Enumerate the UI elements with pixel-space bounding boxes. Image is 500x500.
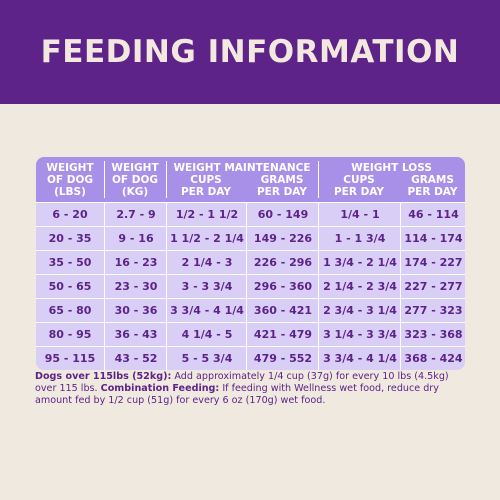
table-cell: 30 - 36 <box>104 299 167 322</box>
table-cell: 3 3/4 - 4 1/4 <box>166 299 247 322</box>
header-cups-line2: PER DAY <box>333 186 385 198</box>
table-cell: 80 - 95 <box>48 328 92 341</box>
table-cell: 35 - 50 <box>48 256 92 269</box>
header-loss-grams: GRAMS PER DAY <box>400 174 465 198</box>
note-over-text: Add approximately 1/4 cup (37g) for ever… <box>35 371 449 394</box>
table-cell: 3 3/4 - 4 1/4 <box>318 347 401 370</box>
table-cell: 149 - 226 <box>246 227 319 250</box>
header-weight-kg-line2: OF DOG <box>111 174 158 186</box>
table-row: 50 - 65 23 - 30 3 - 3 3/4 296 - 360 2 1/4 - … <box>36 274 465 298</box>
table-cell: 50 - 65 <box>48 280 92 293</box>
page-title: FEEDING INFORMATION <box>40 34 460 70</box>
table-cell: 23 - 30 <box>104 275 167 298</box>
table-cell: 226 - 296 <box>246 251 319 274</box>
header-cups-line1: CUPS <box>190 174 222 186</box>
header-loss-cups: CUPS PER DAY <box>318 174 400 198</box>
table-cell: 1 1/2 - 2 1/4 <box>166 227 247 250</box>
table-cell: 296 - 360 <box>246 275 319 298</box>
table-cell: 5 - 5 3/4 <box>166 347 247 370</box>
header-divider <box>166 161 167 198</box>
header-grams-line2: PER DAY <box>407 186 458 198</box>
table-cell: 4 1/4 - 5 <box>166 323 247 346</box>
table-cell: 43 - 52 <box>104 347 167 370</box>
feeding-table: WEIGHT OF DOG (LBS) WEIGHT OF DOG (KG) W… <box>36 157 465 370</box>
note-over-label: Dogs over 115lbs (52kg): <box>35 371 172 382</box>
table-cell: 277 - 323 <box>400 299 466 322</box>
table-cell: 227 - 277 <box>400 275 466 298</box>
table-cell: 174 - 227 <box>400 251 466 274</box>
header-weight-lbs-line2: OF DOG <box>46 174 93 186</box>
table-cell: 1 3/4 - 2 1/4 <box>318 251 401 274</box>
table-row: 20 - 35 9 - 16 1 1/2 - 2 1/4 149 - 226 1 - 1… <box>36 226 465 250</box>
table-cell: 1 - 1 3/4 <box>318 227 401 250</box>
header-divider <box>104 161 105 198</box>
table-cell: 1/4 - 1 <box>318 203 401 226</box>
table-cell: 6 - 20 <box>52 208 88 221</box>
header-loss-group: WEIGHT LOSS <box>351 162 432 174</box>
table-cell: 2 1/4 - 3 <box>166 251 247 274</box>
header-weight-kg: WEIGHT OF DOG (KG) <box>104 162 166 198</box>
table-cell: 2 3/4 - 3 1/4 <box>318 299 401 322</box>
table-cell: 3 1/4 - 3 3/4 <box>318 323 401 346</box>
header-weight-lbs-line1: WEIGHT <box>46 162 94 174</box>
header-grams-line2: PER DAY <box>256 186 308 198</box>
table-cell: 3 - 3 3/4 <box>166 275 247 298</box>
feeding-note: Dogs over 115lbs (52kg): Add approximate… <box>35 371 467 407</box>
table-cell: 36 - 43 <box>104 323 167 346</box>
header-grams-line1: GRAMS <box>411 174 454 186</box>
table-cell: 2 1/4 - 2 3/4 <box>318 275 401 298</box>
header-weight-kg-line3: (KG) <box>121 186 149 198</box>
header-maintenance-group: WEIGHT MAINTENANCE <box>173 162 311 174</box>
header-weight-kg-line1: WEIGHT <box>111 162 159 174</box>
table-cell: 20 - 35 <box>48 232 92 245</box>
header-maintenance-grams: GRAMS PER DAY <box>246 174 318 198</box>
table-cell: 2.7 - 9 <box>104 203 167 226</box>
table-cell: 60 - 149 <box>246 203 319 226</box>
table-cell: 323 - 368 <box>400 323 466 346</box>
table-row: 80 - 95 36 - 43 4 1/4 - 5 421 - 479 3 1/4 - … <box>36 322 465 346</box>
header-cups-line1: CUPS <box>343 174 375 186</box>
header-maintenance-cups: CUPS PER DAY <box>166 174 246 198</box>
table-row: 35 - 50 16 - 23 2 1/4 - 3 226 - 296 1 3/4 - … <box>36 250 465 274</box>
table-header: WEIGHT OF DOG (LBS) WEIGHT OF DOG (KG) W… <box>36 157 465 202</box>
table-cell: 1/2 - 1 1/2 <box>166 203 247 226</box>
table-cell: 65 - 80 <box>48 304 92 317</box>
table-cell: 421 - 479 <box>246 323 319 346</box>
table-cell: 114 - 174 <box>400 227 466 250</box>
header-divider <box>318 161 319 198</box>
table-cell: 9 - 16 <box>104 227 167 250</box>
table-cell: 368 - 424 <box>400 347 466 370</box>
header-weight-lbs: WEIGHT OF DOG (LBS) <box>36 162 104 198</box>
table-row: 65 - 80 30 - 36 3 3/4 - 4 1/4 360 - 421 2 3/… <box>36 298 465 322</box>
note-combo-label: Combination Feeding: <box>100 383 220 394</box>
header-cups-line2: PER DAY <box>180 186 232 198</box>
table-row: 95 - 115 43 - 52 5 - 5 3/4 479 - 552 3 3/4 -… <box>36 346 465 370</box>
table-cell: 46 - 114 <box>400 203 466 226</box>
note-combo-text: If feeding with Wellness wet food, reduc… <box>35 383 439 406</box>
table-cell: 95 - 115 <box>44 352 96 365</box>
table-cell: 360 - 421 <box>246 299 319 322</box>
header-grams-line1: GRAMS <box>260 174 304 186</box>
table-cell: 479 - 552 <box>246 347 319 370</box>
header-banner <box>0 0 500 104</box>
table-cell: 16 - 23 <box>104 251 167 274</box>
header-weight-lbs-line3: (LBS) <box>54 186 86 198</box>
